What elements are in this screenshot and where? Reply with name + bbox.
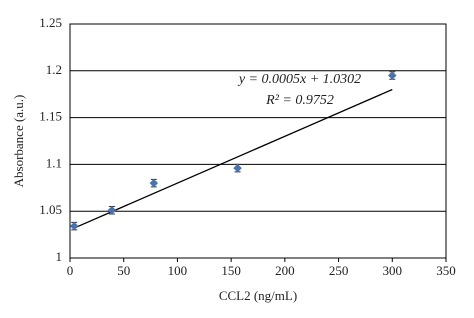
y-tick-label: 1.15 — [39, 109, 62, 124]
x-tick-label: 350 — [436, 263, 456, 278]
plot-border — [69, 23, 447, 259]
x-tick-label: 100 — [168, 263, 188, 278]
r-squared: R² = 0.9752 — [265, 93, 334, 108]
x-axis-label: CCL2 (ng/mL) — [219, 288, 297, 303]
trendline-equation: y = 0.0005x + 1.0302 — [237, 72, 361, 87]
y-tick-label: 1.05 — [39, 202, 62, 217]
data-point — [107, 206, 117, 215]
x-tick-label: 0 — [67, 263, 74, 278]
y-tick-label: 1.2 — [46, 62, 62, 77]
y-tick-label: 1.25 — [39, 15, 62, 30]
x-tick-label: 200 — [275, 263, 295, 278]
x-tick-label: 50 — [117, 263, 130, 278]
data-point — [233, 163, 242, 173]
y-axis-label: Absorbance (a.u.) — [11, 95, 26, 188]
y-tick-label: 1 — [56, 249, 63, 264]
y-tick-label: 1.1 — [46, 155, 62, 170]
data-point — [149, 178, 159, 188]
x-tick-label: 150 — [221, 263, 241, 278]
x-tick-label: 300 — [383, 263, 403, 278]
data-point — [388, 71, 397, 80]
trendline — [73, 88, 393, 229]
data-point — [69, 221, 79, 231]
x-tick-label: 250 — [329, 263, 349, 278]
